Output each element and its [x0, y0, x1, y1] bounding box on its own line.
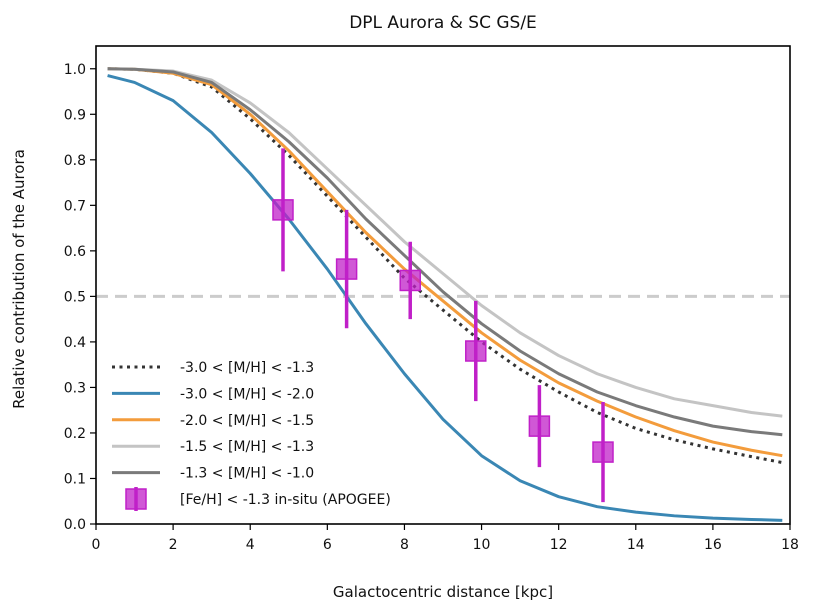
- x-axis-label: Galactocentric distance [kpc]: [333, 583, 553, 601]
- chart-title: DPL Aurora & SC GS/E: [349, 13, 537, 33]
- y-tick-label-10: 1.0: [64, 62, 86, 78]
- y-axis-label: Relative contribution of the Aurora: [10, 149, 28, 409]
- series-line-0: [107, 67, 783, 465]
- y-tick-label-5: 0.5: [64, 289, 86, 305]
- legend-label-1: -3.0 < [M/H] < -2.0: [180, 386, 314, 402]
- data-point-0: [272, 199, 294, 221]
- data-point-4: [528, 415, 551, 437]
- legend-label-2: -2.0 < [M/H] < -1.5: [180, 413, 314, 429]
- legend-label-0: -3.0 < [M/H] < -1.3: [180, 360, 314, 376]
- y-tick-label-6: 0.6: [64, 244, 86, 260]
- legend-label-3: -1.5 < [M/H] < -1.3: [180, 439, 314, 455]
- x-tick-label-8: 16: [704, 537, 722, 553]
- y-tick-label-9: 0.9: [64, 107, 86, 123]
- x-tick-label-9: 18: [781, 537, 799, 553]
- legend-label-4: -1.3 < [M/H] < -1.0: [180, 466, 314, 482]
- legend: -3.0 < [M/H] < -1.3 -3.0 < [M/H] < -2.0 -2…: [112, 360, 391, 511]
- x-tick-label-4: 8: [400, 537, 409, 553]
- series-line-2: [107, 67, 783, 458]
- data-point-5: [592, 441, 614, 463]
- x-tick-label-7: 14: [627, 537, 645, 553]
- y-tick-label-0: 0.0: [64, 517, 86, 533]
- y-tick-label-1: 0.1: [64, 471, 86, 487]
- legend-swatch-points: [125, 488, 147, 510]
- legend-label-points: [Fe/H] < -1.3 in-situ (APOGEE): [180, 492, 391, 508]
- x-tick-label-2: 4: [246, 537, 255, 553]
- axes: 0 2 4 6 8 10 12 14 16 18 0.0 0.1 0.2 0.3 0.4 0.5 0.6 0.7 0…: [64, 45, 799, 553]
- x-tick-label-0: 0: [92, 537, 101, 553]
- x-tick-label-6: 12: [550, 537, 568, 553]
- plot-area: [96, 67, 790, 522]
- y-tick-label-8: 0.8: [64, 153, 86, 169]
- y-tick-label-7: 0.7: [64, 198, 86, 214]
- axes-frame: [95, 45, 791, 525]
- x-tick-label-1: 2: [169, 537, 178, 553]
- data-point-3: [465, 340, 487, 362]
- x-tick-label-5: 10: [473, 537, 491, 553]
- y-tick-label-2: 0.2: [64, 426, 86, 442]
- series-line-3: [107, 67, 783, 418]
- x-tick-label-3: 6: [323, 537, 332, 553]
- series-line-4: [107, 67, 783, 437]
- data-point-1: [335, 258, 358, 280]
- y-tick-label-4: 0.4: [64, 335, 86, 351]
- data-point-2: [399, 269, 421, 292]
- series-line-1: [107, 74, 783, 522]
- y-tick-label-3: 0.3: [64, 380, 86, 396]
